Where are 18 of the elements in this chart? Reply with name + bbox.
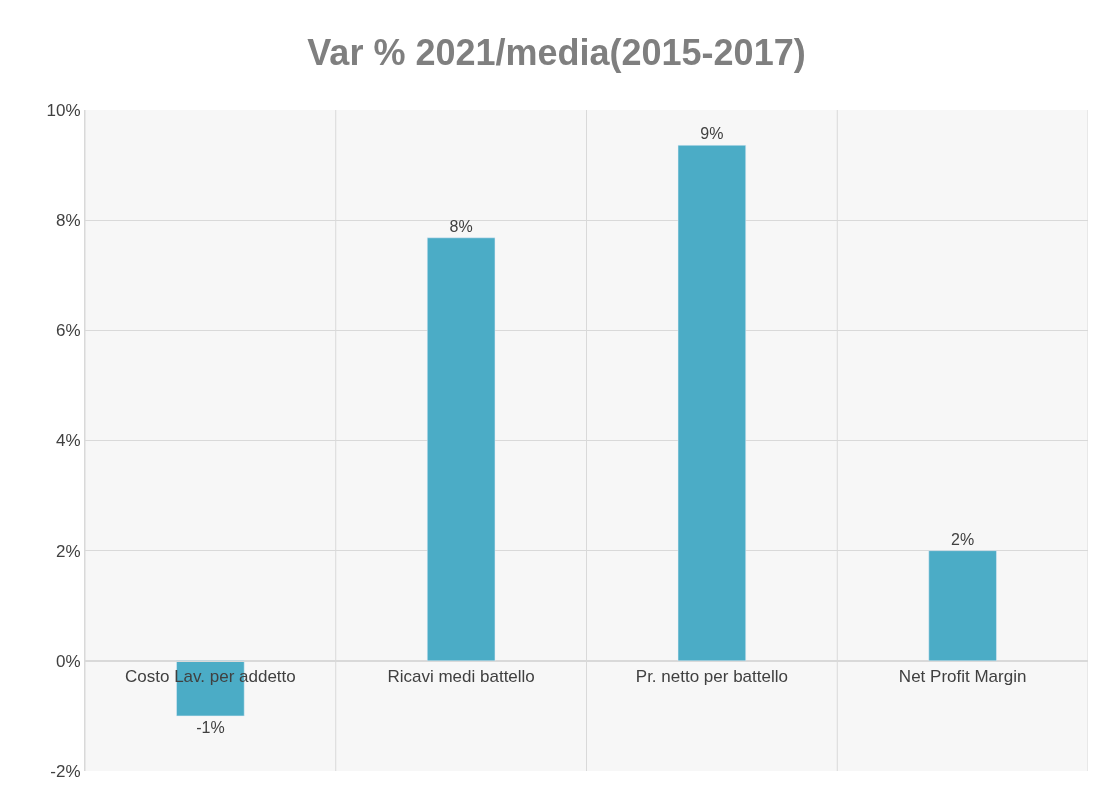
y-tick-label: 2%: [56, 541, 81, 561]
data-label: 8%: [449, 217, 473, 235]
y-tick-label: 10%: [46, 100, 81, 120]
x-tick-label: Net Profit Margin: [898, 667, 1027, 687]
y-tick-label: 6%: [56, 321, 81, 341]
y-tick-label: 0%: [56, 651, 81, 671]
bar: [677, 145, 746, 662]
data-label: -1%: [196, 718, 225, 736]
x-tick-label: Ricavi medi battello: [387, 667, 535, 687]
chart-title: Var % 2021/media(2015-2017): [307, 32, 806, 73]
x-tick-label: Pr. netto per battello: [635, 667, 788, 687]
y-tick-label: 4%: [56, 431, 81, 451]
data-label: 9%: [700, 125, 724, 143]
data-label: 2%: [951, 530, 975, 548]
y-tick-label: 8%: [56, 211, 81, 231]
bar: [427, 237, 496, 662]
bar: [928, 550, 997, 662]
y-tick-label: -2%: [50, 761, 81, 781]
